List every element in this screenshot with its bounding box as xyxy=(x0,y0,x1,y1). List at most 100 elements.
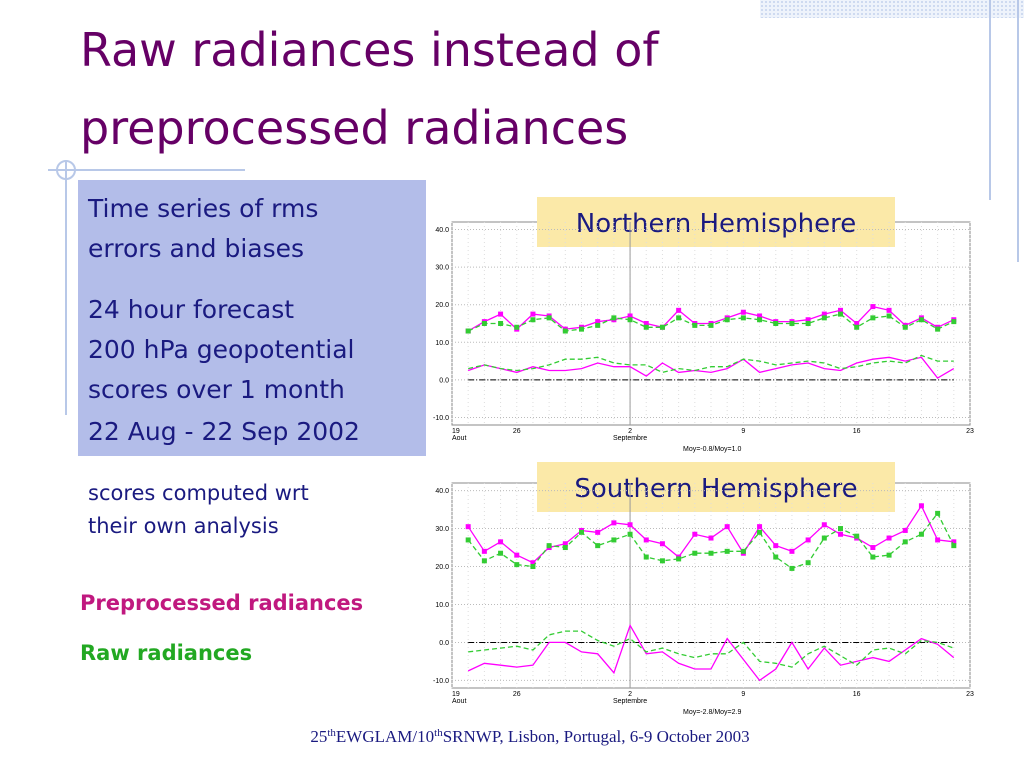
point xyxy=(854,533,860,539)
point xyxy=(643,321,649,326)
point xyxy=(886,307,892,313)
point xyxy=(546,315,552,321)
point xyxy=(789,548,795,554)
point xyxy=(481,548,487,554)
point xyxy=(514,552,520,558)
point xyxy=(935,326,941,332)
point xyxy=(708,550,714,556)
point xyxy=(595,529,601,535)
point xyxy=(611,537,617,543)
point xyxy=(562,328,568,334)
point xyxy=(708,322,714,328)
point xyxy=(692,531,698,537)
point xyxy=(465,524,471,530)
footer-sup: th xyxy=(327,727,336,739)
x-tick-label: 19 xyxy=(452,428,460,435)
point xyxy=(498,321,504,326)
point xyxy=(838,531,843,537)
point xyxy=(692,322,698,328)
point xyxy=(465,328,471,334)
x-tick-label: 19 xyxy=(452,691,460,698)
point xyxy=(918,531,924,537)
point xyxy=(595,543,601,549)
chart-title: Southern Hemisphere xyxy=(574,474,857,504)
point xyxy=(627,531,633,537)
footer-part: EWGLAM/10 xyxy=(336,727,434,746)
x-tick-label: 2 xyxy=(628,428,632,435)
point xyxy=(918,317,924,323)
note: scores computed wrt xyxy=(88,481,309,505)
point xyxy=(530,311,536,317)
point xyxy=(546,543,552,549)
chart-note: Moy=-2.8/Moy=2.9 xyxy=(683,709,741,716)
point xyxy=(773,321,779,326)
point xyxy=(805,317,811,323)
point xyxy=(530,317,536,323)
point xyxy=(902,539,908,545)
point xyxy=(918,503,924,509)
point xyxy=(854,324,860,330)
plot-frame xyxy=(451,482,971,689)
decor-band xyxy=(760,0,1024,18)
y-tick-label: -10.0 xyxy=(433,415,449,422)
point xyxy=(740,548,746,554)
point xyxy=(579,529,584,535)
box-line: scores over 1 month xyxy=(88,375,345,404)
box-line: 22 Aug - 22 Sep 2002 xyxy=(88,417,360,446)
point xyxy=(740,315,746,321)
point xyxy=(838,311,843,317)
point xyxy=(935,510,941,516)
footer: 25thEWGLAM/10thSRNWP, Lisbon, Portugal, … xyxy=(310,727,749,746)
point xyxy=(773,543,779,549)
point xyxy=(676,556,682,562)
point xyxy=(481,558,487,564)
point xyxy=(498,550,504,556)
point xyxy=(821,315,827,321)
point xyxy=(579,326,584,332)
x-sublabel: Septembre xyxy=(613,698,647,705)
point xyxy=(595,319,601,325)
info-box xyxy=(78,180,426,456)
point xyxy=(757,529,763,535)
point xyxy=(870,554,876,560)
x-tick-label: 9 xyxy=(741,428,745,435)
point xyxy=(886,535,892,541)
point xyxy=(676,307,682,313)
point xyxy=(789,565,795,571)
legend-label: Preprocessed radiances xyxy=(80,591,363,615)
series-line xyxy=(468,354,954,374)
point xyxy=(498,311,504,317)
point xyxy=(465,537,471,543)
point xyxy=(562,541,568,547)
point xyxy=(870,545,876,551)
point xyxy=(724,548,730,554)
box-line: errors and biases xyxy=(88,234,304,263)
point xyxy=(902,324,908,330)
point xyxy=(643,324,649,330)
point xyxy=(789,321,795,326)
y-tick-label: 10.0 xyxy=(435,340,449,347)
point xyxy=(692,550,698,556)
y-tick-label: 0.0 xyxy=(439,377,449,384)
point xyxy=(935,537,941,543)
point xyxy=(821,311,827,317)
point xyxy=(530,560,536,566)
x-tick-label: 16 xyxy=(853,691,861,698)
point xyxy=(498,539,504,545)
x-tick-label: 23 xyxy=(966,691,974,698)
point xyxy=(951,539,957,545)
point xyxy=(627,317,633,323)
y-tick-label: 30.0 xyxy=(435,265,449,272)
x-tick-label: 23 xyxy=(966,428,974,435)
y-tick-label: 40.0 xyxy=(435,488,449,495)
point xyxy=(773,554,779,560)
title: Raw radiances instead of xyxy=(80,23,660,77)
point xyxy=(902,527,908,533)
point xyxy=(724,317,730,323)
point xyxy=(821,522,827,528)
point xyxy=(886,313,892,319)
point xyxy=(854,321,860,326)
point xyxy=(514,562,520,568)
x-tick-label: 26 xyxy=(513,691,521,698)
